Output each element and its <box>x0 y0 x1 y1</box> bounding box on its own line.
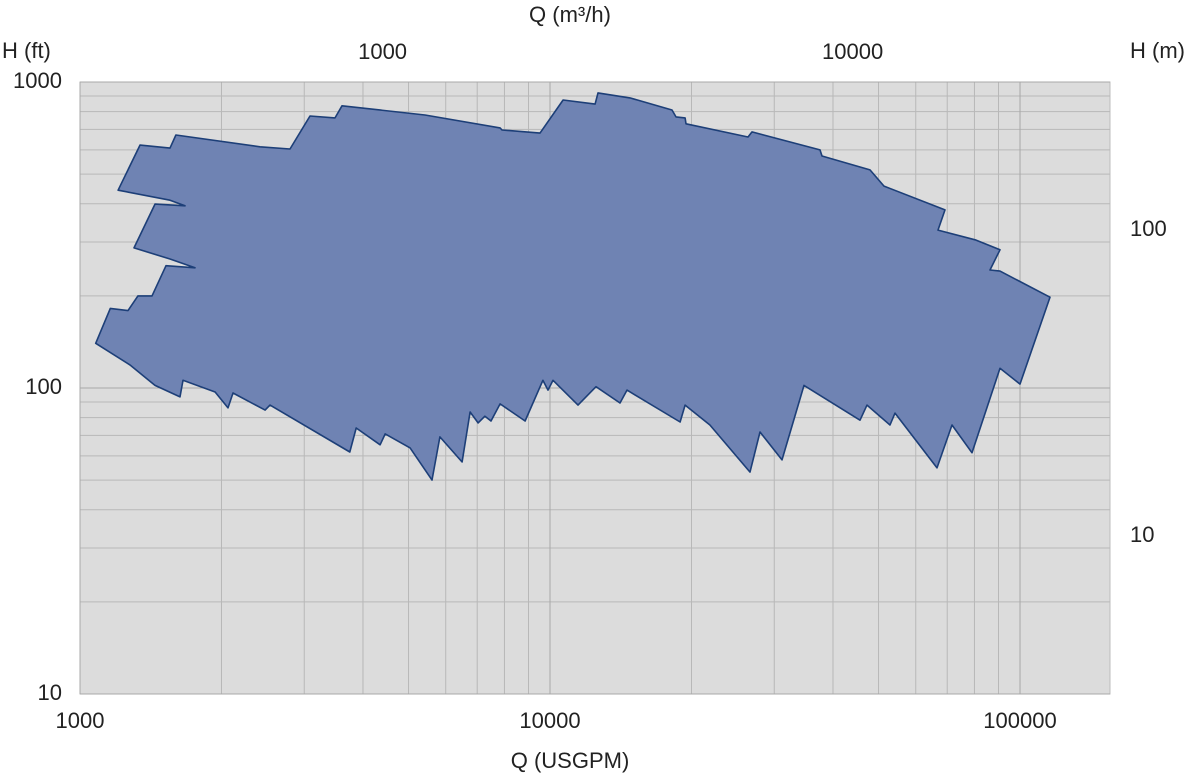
x-axis-label: Q (USGPM) <box>511 748 630 773</box>
y-tick-label: 100 <box>25 374 62 399</box>
y2-tick-label: 10 <box>1130 522 1154 547</box>
y2-tick-label: 100 <box>1130 216 1167 241</box>
marks <box>94 92 1051 481</box>
area <box>94 92 1051 481</box>
y2-axis-label: H (m) <box>1130 38 1185 63</box>
y-tick-label: 10 <box>38 680 62 705</box>
x-tick-label: 1000 <box>56 708 105 733</box>
x-tick-label: 10000 <box>519 708 580 733</box>
y-tick-label: 1000 <box>13 68 62 93</box>
x2-tick-label: 10000 <box>822 39 883 64</box>
x-tick-label: 100000 <box>983 708 1056 733</box>
x2-tick-label: 1000 <box>358 39 407 64</box>
y-axis-label: H (ft) <box>2 38 51 63</box>
x2-axis-label: Q (m³/h) <box>529 2 611 27</box>
